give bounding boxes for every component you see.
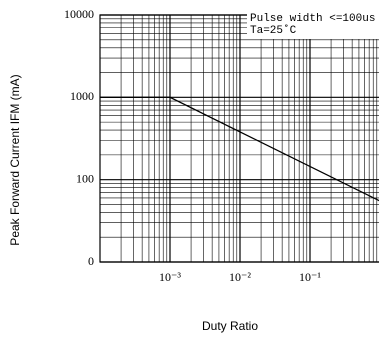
y-tick-label: 10000	[64, 7, 94, 21]
annotation: Ta=25˚C	[250, 24, 297, 37]
line	[100, 96, 379, 202]
x-axis-title: Duty Ratio	[202, 319, 258, 333]
y-tick-label: 100	[76, 171, 94, 185]
annotation: Pulse width <=100us	[250, 13, 375, 25]
y-tick-label: 0	[88, 254, 94, 268]
y-tick-label: 1000	[70, 89, 94, 103]
x-tick-label: 10⁻²	[229, 270, 251, 284]
x-tick-label: 10⁻¹	[299, 270, 321, 284]
plot-frame	[99, 14, 379, 263]
annotation-bg	[247, 9, 379, 39]
y-axis-title: Peak Forward Current IFM (mA)	[8, 74, 22, 245]
x-tick-label: 10⁻³	[159, 270, 181, 284]
